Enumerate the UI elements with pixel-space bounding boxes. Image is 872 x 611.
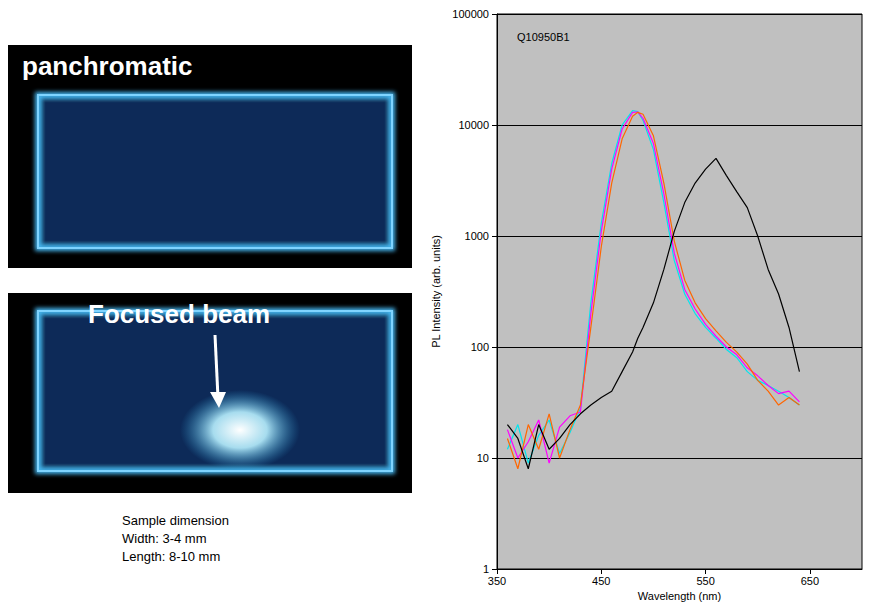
svg-text:panchromatic: panchromatic: [22, 51, 193, 81]
svg-text:Q10950B1: Q10950B1: [517, 31, 570, 43]
svg-text:350: 350: [488, 575, 506, 587]
svg-text:Wavelength (nm): Wavelength (nm): [638, 590, 721, 602]
svg-text:10000: 10000: [458, 119, 489, 131]
html-text:Sample dimension: Sample dimension: [122, 513, 229, 528]
svg-text:1000: 1000: [465, 230, 489, 242]
svg-text:100000: 100000: [452, 8, 489, 20]
svg-text:Focused beam: Focused beam: [88, 299, 270, 329]
svg-text:550: 550: [696, 575, 714, 587]
html-text:Width: 3-4 mm: Width: 3-4 mm: [122, 531, 207, 546]
svg-text:10: 10: [477, 452, 489, 464]
svg-text:PL Intensity (arb. units): PL Intensity (arb. units): [430, 235, 442, 348]
svg-text:100: 100: [471, 341, 489, 353]
svg-text:650: 650: [801, 575, 819, 587]
svg-text:1: 1: [483, 563, 489, 575]
svg-text:450: 450: [592, 575, 610, 587]
html-text:Length: 8-10 mm: Length: 8-10 mm: [122, 549, 221, 564]
